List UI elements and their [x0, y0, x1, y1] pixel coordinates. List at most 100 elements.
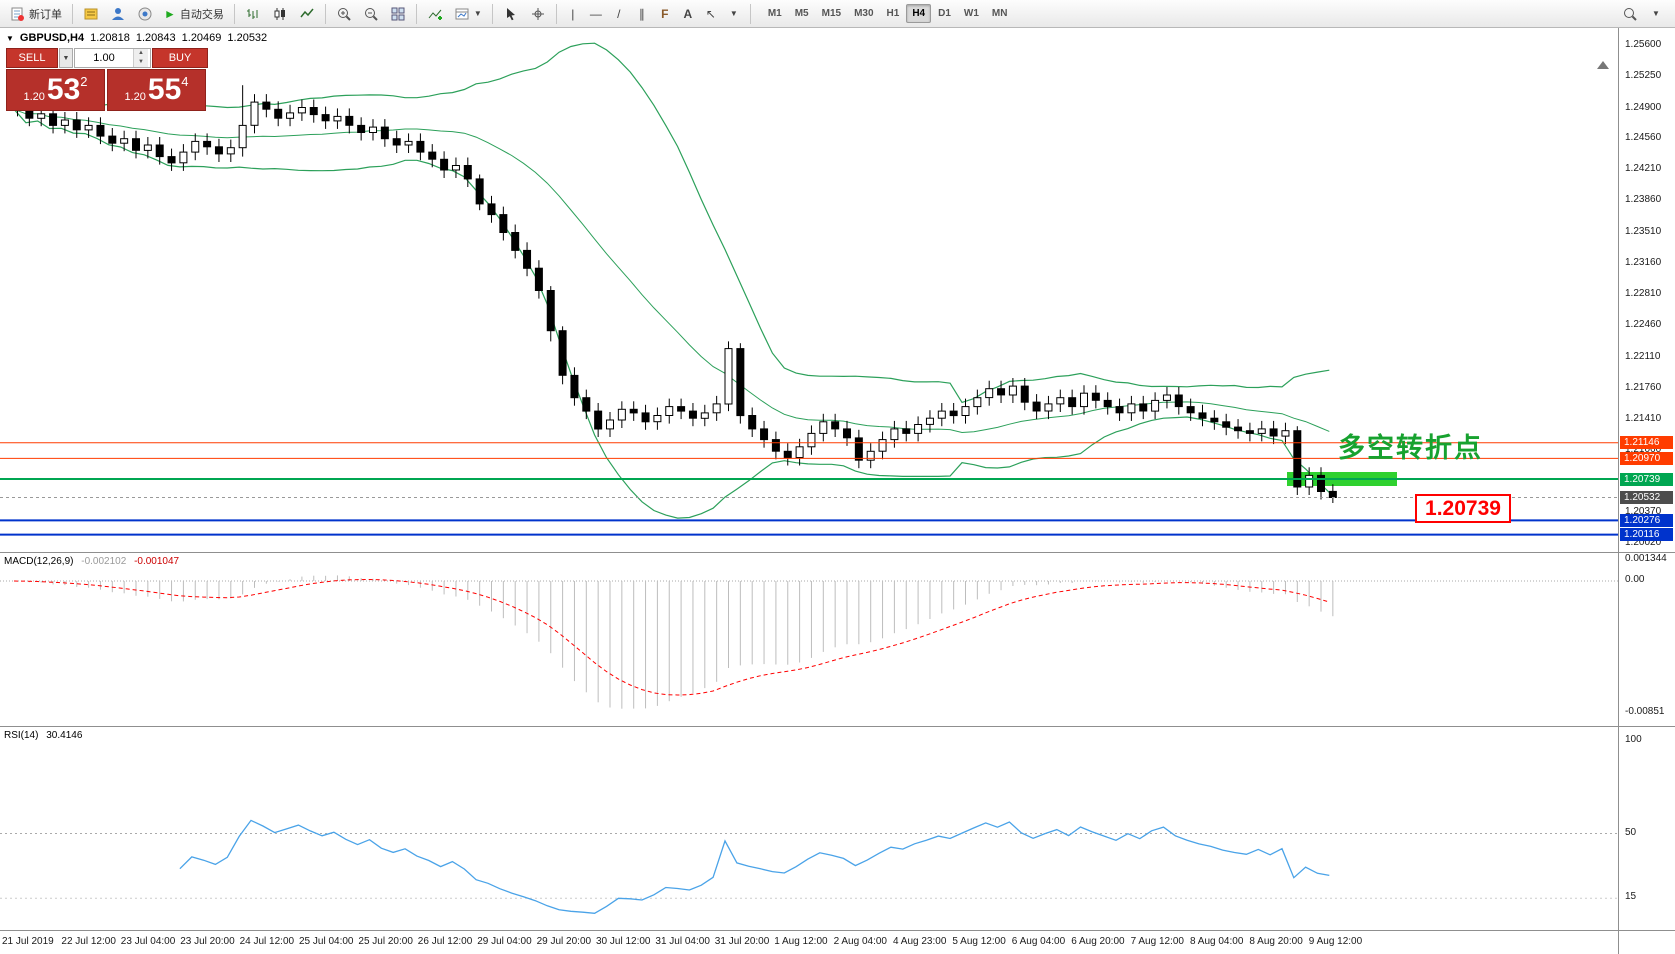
bar-chart-button[interactable] [240, 3, 266, 25]
price-axis[interactable]: 1.25600 1.25250 1.24900 1.24560 1.24210 1.238… [1619, 28, 1675, 954]
fibonacci-icon: F [661, 6, 669, 21]
templates-button[interactable]: ▼ [449, 3, 487, 25]
spin-down-icon[interactable]: ▼ [134, 58, 148, 67]
time-label: 26 Jul 12:00 [417, 936, 473, 947]
price-gridline-label: 1.20370 [1625, 505, 1662, 517]
time-label: 1 Aug 12:00 [774, 936, 828, 947]
zoom-out-icon [364, 7, 378, 21]
arrow-tool[interactable]: ↖ [700, 3, 722, 25]
sell-price-big: 53 [46, 73, 81, 106]
timeframe-button-M30[interactable]: M30 [854, 8, 874, 19]
timeframe-button-H4[interactable]: H4 [906, 4, 932, 23]
timeframe-toolbar: M1 M5 M15 M30 H1 H4 D1 W1 MN [762, 4, 1014, 23]
macd-label: MACD(12,26,9) [4, 556, 74, 567]
price-level-badge[interactable]: 1.20739 [1620, 472, 1673, 486]
crosshair-icon [531, 7, 544, 20]
price-level-badge[interactable]: 1.20276 [1620, 513, 1673, 527]
timeframe-button-MN[interactable]: MN [991, 8, 1008, 19]
trendline-tool[interactable]: / [608, 3, 630, 25]
tile-windows-button[interactable] [385, 3, 411, 25]
buy-price-button[interactable]: 1.20 55 4 [107, 69, 206, 111]
macd-indicator[interactable] [0, 553, 1618, 732]
toolbar-right-group: ▼ [1617, 3, 1671, 25]
time-label: 8 Aug 20:00 [1249, 936, 1303, 947]
timeframe-button-H1[interactable]: H1 [886, 8, 900, 19]
one-click-trading-panel: SELL ▼ ▲ ▼ BUY 1.20 53 2 1.2 [6, 48, 208, 111]
vertical-line-tool[interactable]: | [562, 3, 584, 25]
new-order-button[interactable]: 新订单 [4, 3, 67, 25]
crosshair-button[interactable] [525, 3, 551, 25]
macd-axis-label: 0.00 [1625, 574, 1645, 585]
time-axis[interactable]: 21 Jul 2019 22 Jul 12:00 23 Jul 04:00 23 Ju… [0, 930, 1675, 954]
text-tool[interactable]: A [677, 3, 699, 25]
zoom-in-button[interactable] [331, 3, 357, 25]
buy-button[interactable]: BUY [152, 48, 208, 68]
macd-axis-label: -0.00851 [1625, 706, 1665, 718]
buy-price-big: 55 [147, 73, 182, 106]
timeframe-button-D1[interactable]: D1 [938, 8, 951, 19]
price-gridline-label: 1.22110 [1625, 350, 1661, 362]
line-chart-button[interactable] [294, 3, 320, 25]
ohlc-high: 1.20843 [135, 32, 176, 44]
buy-price-prefix: 1.20 [124, 91, 146, 103]
bollinger-lower [13, 108, 1330, 519]
pivot-annotation: 多空转折点 [1338, 433, 1483, 463]
symbol-search-button[interactable] [1617, 3, 1643, 25]
collapse-icon[interactable]: ▼ [6, 33, 14, 43]
autotrading-button[interactable]: ► 自动交易 [159, 3, 229, 25]
channel-icon: ∥ [638, 6, 645, 21]
timeframe-button-M1[interactable]: M1 [767, 8, 782, 19]
price-gridline-label: 1.24210 [1625, 163, 1662, 175]
chevron-down-icon: ▼ [1652, 8, 1660, 18]
volume-input[interactable] [75, 49, 133, 67]
market-watch-button[interactable] [78, 3, 104, 25]
time-label: 25 Jul 20:00 [358, 936, 413, 947]
indicators-icon [428, 9, 442, 20]
zoom-out-button[interactable] [358, 3, 384, 25]
candlestick-chart[interactable] [0, 28, 1618, 557]
price-level-badge[interactable]: 1.20116 [1620, 528, 1673, 542]
price-gridline-label: 1.25250 [1625, 70, 1662, 82]
time-label: 6 Aug 04:00 [1011, 936, 1066, 947]
indicators-button[interactable] [422, 3, 448, 25]
templates-icon [455, 8, 469, 19]
fibonacci-tool[interactable]: F [654, 3, 676, 25]
sell-button[interactable]: SELL [6, 48, 58, 68]
timeframe-button-W1[interactable]: W1 [963, 8, 979, 19]
terminal-button[interactable] [132, 3, 158, 25]
price-level-badge[interactable]: 1.21146 [1620, 436, 1673, 450]
time-label: 4 Aug 23:00 [893, 936, 947, 947]
rsi-indicator[interactable] [0, 727, 1618, 936]
rsi-value: 30.4146 [46, 730, 83, 741]
candlestick-chart-icon [274, 7, 285, 20]
cursor-button[interactable] [498, 3, 524, 25]
candlestick-chart-button[interactable] [267, 3, 293, 25]
time-label: 29 Jul 20:00 [536, 936, 592, 947]
spin-up-icon[interactable]: ▲ [134, 49, 148, 58]
toolbar-overflow-button[interactable]: ▼ [1645, 3, 1667, 25]
horizontal-line-tool[interactable]: — [585, 3, 607, 25]
ohlc-open: 1.20818 [90, 32, 130, 44]
bar-chart-icon [246, 8, 258, 19]
separator [555, 3, 557, 24]
chart-shift-marker[interactable] [1597, 61, 1609, 69]
macd-value: -0.002102 [81, 556, 127, 567]
shapes-dropdown[interactable]: ▼ [723, 3, 745, 25]
time-label: 25 Jul 04:00 [299, 936, 354, 947]
time-label: 5 Aug 12:00 [952, 936, 1006, 947]
separator [749, 3, 751, 24]
time-label: 29 Jul 04:00 [477, 936, 532, 947]
time-label: 9 Aug 12:00 [1308, 936, 1363, 947]
timeframe-button-M15[interactable]: M15 [821, 8, 842, 19]
timeframe-button-M5[interactable]: M5 [794, 8, 809, 19]
bollinger-upper [13, 42, 1330, 404]
channel-tool[interactable]: ∥ [631, 3, 653, 25]
volume-dropdown[interactable]: ▼ [59, 48, 73, 68]
main-chart-panel: ▼ GBPUSD,H4 1.20818 1.20843 1.20469 1.20… [0, 28, 1675, 552]
sell-price-button[interactable]: 1.20 53 2 [6, 69, 105, 111]
navigator-button[interactable] [105, 3, 131, 25]
price-level-badge[interactable]: 1.20532 [1620, 491, 1673, 504]
price-gridline-label: 1.23160 [1625, 256, 1662, 268]
price-level-badge[interactable]: 1.20970 [1620, 451, 1673, 465]
autotrading-play-icon: ► [164, 6, 176, 21]
